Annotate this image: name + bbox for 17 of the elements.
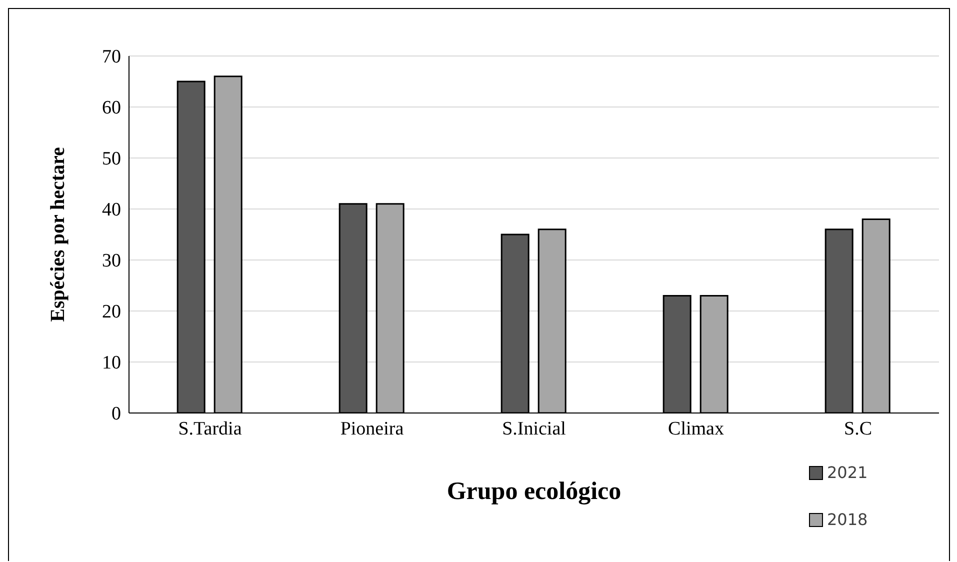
y-tick-label: 0	[112, 404, 121, 425]
x-tick-label: Climax	[668, 418, 724, 440]
y-tick-label: 40	[102, 200, 121, 221]
y-axis-title: Espécies por hectare	[47, 146, 70, 322]
legend-label: 2021	[827, 463, 868, 482]
x-tick-label: S.Tardia	[178, 418, 242, 440]
x-tick-label: S.Inicial	[502, 418, 566, 440]
x-tick-label: S.C	[844, 418, 872, 440]
y-tick-label: 60	[102, 98, 121, 119]
y-tick-label: 30	[102, 250, 121, 272]
y-tick-label: 50	[102, 148, 121, 170]
legend-label: 2018	[827, 510, 868, 529]
x-axis-title: Grupo ecológico	[446, 478, 622, 505]
y-tick-label: 20	[102, 302, 121, 323]
y-tick-label: 70	[102, 46, 121, 68]
y-tick-label: 10	[102, 352, 121, 374]
x-tick-label: Pioneira	[340, 418, 404, 440]
